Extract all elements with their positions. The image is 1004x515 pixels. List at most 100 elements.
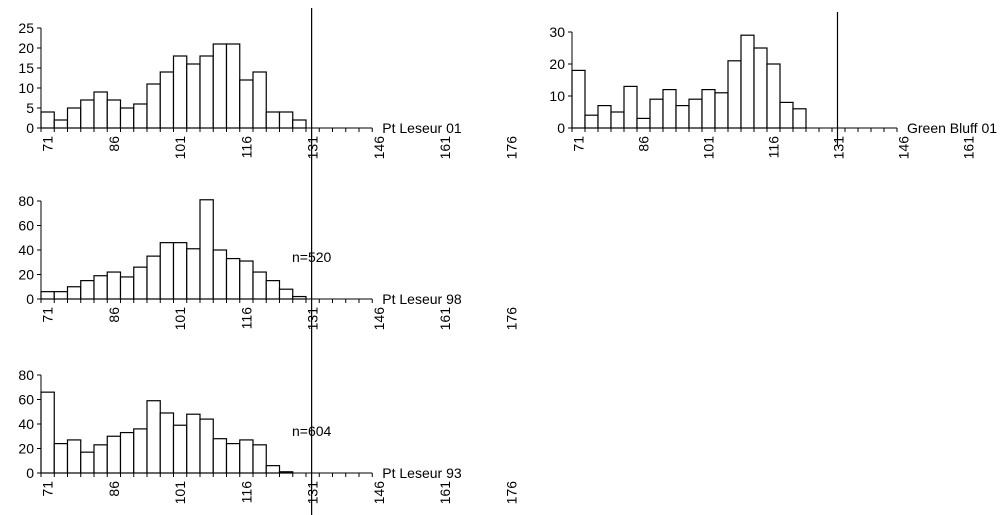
x-tick-label: 176 [503,307,519,331]
y-tick-label: 15 [18,60,34,76]
histogram-bar [292,119,307,129]
x-tick-label: 116 [238,307,254,330]
histogram-bar [584,114,599,129]
histogram-bar [133,428,148,474]
x-tick-label: 131 [305,307,321,331]
histogram-bar [66,286,82,300]
x-tick-label: 71 [40,481,56,497]
histogram-bar [146,400,161,474]
histogram-bar [199,55,214,129]
histogram-bar [239,439,254,474]
histogram-bar [212,43,228,129]
histogram-bar [753,47,768,129]
x-tick-label: 161 [437,307,453,331]
sample-size-label: n=520 [292,249,332,265]
x-tick-label: 176 [503,481,519,505]
histogram-bar [186,413,201,474]
histogram-bar [159,412,175,474]
histogram-bar [662,88,677,129]
panel-green-bluff-01: 01020307186101116131146161176Green Bluff… [549,12,997,160]
histogram-bar [610,111,625,129]
x-tick-label: 86 [106,481,122,497]
y-tick-label: 20 [18,40,34,56]
panel-pt-leseur-93: 0 20 40 60 80 71 86 101 116 131 146 161 176 Pt Leseur… [18,367,519,504]
x-tick-label: 161 [437,481,453,505]
histogram-bar [571,69,586,129]
x-tick-label: 71 [40,136,56,152]
x-tick-label: 146 [371,307,387,331]
y-tick-label: 60 [18,218,34,234]
histogram-bar [53,291,69,300]
histogram-bar [779,101,794,129]
histogram-bar [133,103,148,129]
histogram-bar [119,276,135,300]
y-tick-label: 40 [18,416,34,432]
x-tick-label: 86 [106,307,122,323]
histogram-bar [53,443,69,474]
x-tick-label: 101 [172,481,188,505]
histogram-bar [106,435,122,474]
histogram-bar [597,104,612,129]
histogram-bar [159,242,175,300]
histogram-bar [225,257,241,300]
histogram-bar [239,79,254,129]
panel-pt-leseur-98: 0 20 40 60 80 71 86 101 116 131 146 161 176 Pt Leseur… [18,193,519,330]
site-label: Pt Leseur 98 [382,291,462,307]
panel-pt-leseur-01: 0 5 10 15 20 25 71 86 101 116 131 146 161 176 Pt Leseu… [18,8,519,515]
x-tick-label: 161 [437,136,453,160]
histogram-bar [714,92,729,129]
x-tick-label: 101 [172,136,188,160]
histogram-bar [252,444,267,474]
x-tick-label: 86 [636,136,652,152]
histogram-bar [212,249,228,300]
histogram-bar [172,55,188,129]
histogram-bar [133,266,148,300]
y-tick-label: 20 [18,267,34,283]
histogram-bar [40,291,55,300]
histogram-bar [792,108,807,129]
histogram-bar [80,99,95,129]
histogram-bar [40,111,55,129]
histogram-bar [119,107,135,129]
histogram-bar [212,438,228,474]
y-tick-label: 80 [18,193,34,209]
x-tick-label: 146 [371,136,387,160]
x-tick-label: 71 [40,307,56,323]
y-tick-label: 20 [549,56,565,72]
histogram-bar [239,260,254,300]
histogram-bar [172,242,188,300]
y-tick-label: 0 [26,465,34,481]
histogram-bar [172,424,188,474]
histogram-bar [623,85,638,129]
sample-size-label: n=604 [292,423,332,439]
histogram-bar [265,280,281,300]
y-tick-label: 80 [18,367,34,383]
y-tick-label: 25 [18,20,34,36]
y-tick-label: 40 [18,242,34,258]
histogram-bar [119,431,135,474]
histogram-bar [106,271,122,300]
histogram-bar [146,255,161,300]
histogram-bar [93,444,108,474]
histogram-bar [727,60,742,129]
histogram-bar [265,111,281,129]
y-tick-label: 0 [557,120,565,136]
histogram-bar [225,443,241,474]
y-tick-label: 20 [18,441,34,457]
histogram-bar [53,119,69,129]
histogram-bar [159,71,175,129]
y-tick-label: 0 [26,120,34,136]
histogram-bar [186,248,201,300]
histogram-bar [265,465,281,474]
histogram-bar [225,43,241,129]
x-tick-label: 101 [701,136,717,160]
histogram-bar [93,275,108,300]
histogram-bar [252,71,267,129]
histogram-bar [186,63,201,129]
x-tick-label: 131 [831,136,847,160]
x-tick-label: 86 [106,136,122,152]
x-tick-label: 161 [961,136,977,160]
histogram-bar [146,83,161,129]
histogram-bar [66,107,82,129]
